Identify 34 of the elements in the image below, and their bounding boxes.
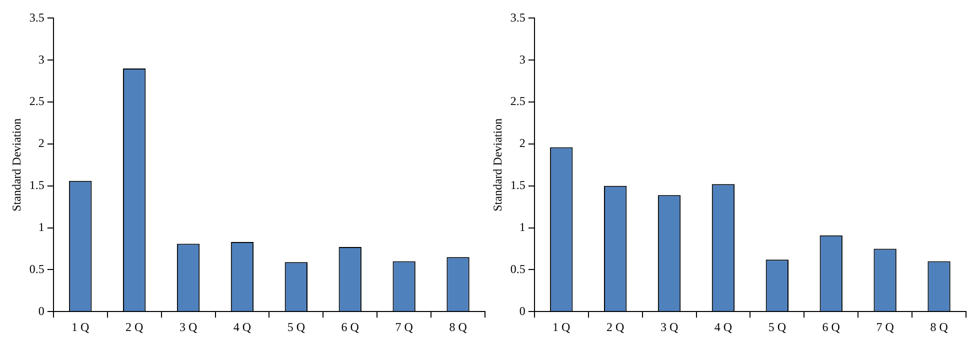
- y-tick-label: 2.5: [29, 94, 44, 108]
- y-tick-label: 0.5: [510, 262, 526, 276]
- y-tick-label: 2: [38, 136, 44, 150]
- y-tick-label: 0: [519, 304, 526, 318]
- y-tick-label: 1.5: [29, 178, 44, 192]
- y-tick-label: 1: [38, 220, 44, 234]
- y-tick-label: 3: [38, 52, 44, 66]
- y-tick-label: 2.5: [510, 94, 526, 108]
- x-tick-label: 4 Q: [233, 320, 252, 334]
- x-tick-label: 5 Q: [287, 320, 306, 334]
- x-tick-label: 6 Q: [822, 320, 840, 334]
- y-tick-label: 3.5: [29, 10, 44, 24]
- y-tick-label: 1.5: [510, 178, 526, 192]
- y-tick-label: 3: [519, 52, 526, 66]
- x-tick-label: 2 Q: [125, 320, 144, 334]
- x-tick-label: 8 Q: [930, 320, 948, 334]
- x-tick-label: 3 Q: [179, 320, 198, 334]
- x-tick-label: 4 Q: [714, 320, 732, 334]
- x-tick-label: 1 Q: [552, 320, 571, 334]
- x-tick-label: 2 Q: [606, 320, 624, 334]
- y-axis-title: Standard Deviation: [9, 118, 24, 212]
- x-tick-label: 1 Q: [72, 320, 90, 334]
- y-axis-title: Standard Deviation: [490, 118, 504, 212]
- x-tick-label: 8 Q: [449, 320, 468, 334]
- y-tick-label: 2: [519, 136, 526, 150]
- x-tick-label: 6 Q: [341, 320, 360, 334]
- x-tick-label: 5 Q: [768, 320, 786, 334]
- y-tick-label: 0.5: [29, 262, 44, 276]
- x-tick-label: 7 Q: [876, 320, 894, 334]
- y-tick-label: 3.5: [510, 10, 526, 24]
- x-tick-label: 7 Q: [395, 320, 414, 334]
- y-tick-label: 0: [38, 304, 44, 318]
- x-tick-label: 3 Q: [660, 320, 678, 334]
- y-tick-label: 1: [519, 220, 526, 234]
